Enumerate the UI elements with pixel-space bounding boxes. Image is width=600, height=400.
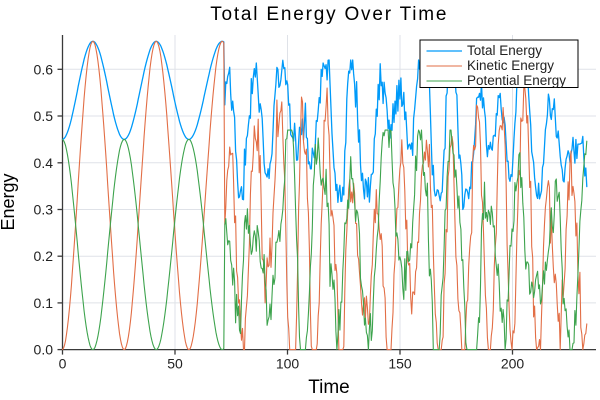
svg-text:150: 150	[388, 356, 412, 372]
svg-text:Total Energy: Total Energy	[467, 43, 542, 58]
svg-text:0.3: 0.3	[34, 202, 54, 218]
svg-text:0.5: 0.5	[34, 108, 54, 124]
svg-text:Kinetic Energy: Kinetic Energy	[467, 58, 554, 73]
svg-text:Energy: Energy	[0, 173, 18, 230]
svg-text:50: 50	[167, 356, 183, 372]
svg-text:0: 0	[59, 356, 67, 372]
svg-text:100: 100	[276, 356, 300, 372]
svg-text:0.1: 0.1	[34, 295, 54, 311]
svg-text:0.2: 0.2	[34, 248, 54, 264]
svg-text:Potential Energy: Potential Energy	[467, 73, 566, 88]
svg-text:200: 200	[501, 356, 525, 372]
svg-text:Time: Time	[308, 377, 350, 398]
svg-text:0.4: 0.4	[34, 155, 54, 171]
svg-text:0.6: 0.6	[34, 61, 54, 77]
svg-text:0.0: 0.0	[34, 342, 54, 358]
